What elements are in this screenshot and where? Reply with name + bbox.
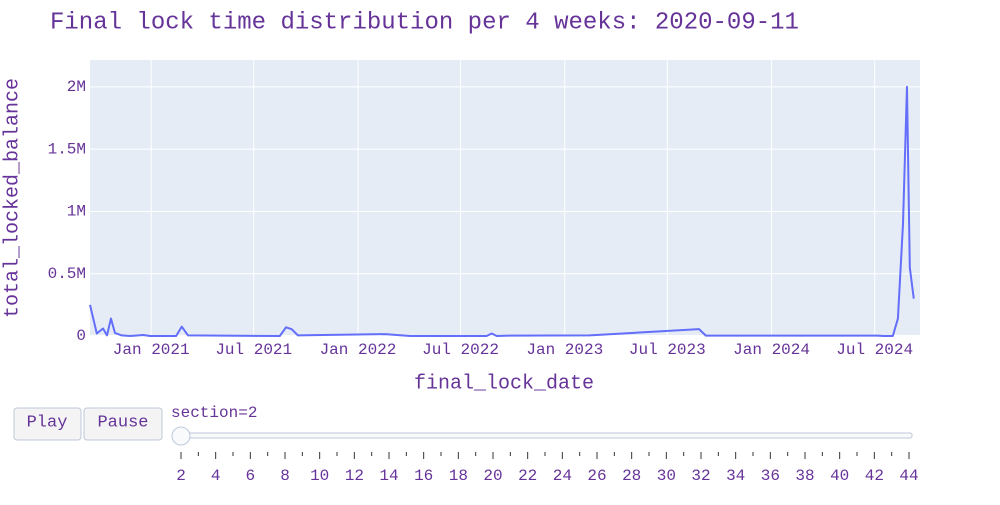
slider-tick-label: 22	[518, 467, 537, 485]
slider-tick-label: 26	[587, 467, 606, 485]
x-tick-label: Jan 2022	[320, 341, 397, 359]
x-tick-label: Jan 2021	[113, 341, 190, 359]
slider-current-value: section=2	[171, 404, 257, 422]
slider-tick-label: 40	[830, 467, 849, 485]
slider-tick-label: 18	[449, 467, 468, 485]
slider-tick-label: 4	[211, 467, 221, 485]
slider-tick-label: 42	[865, 467, 884, 485]
slider-tick-label: 36	[761, 467, 780, 485]
slider-tick-label: 2	[176, 467, 186, 485]
y-tick-label: 1M	[67, 203, 86, 221]
slider-tick-label: 10	[310, 467, 329, 485]
x-tick-label: Jul 2023	[629, 341, 706, 359]
y-tick-label: 0.5M	[48, 265, 86, 283]
x-tick-label: Jul 2024	[836, 341, 913, 359]
slider-tick-label: 30	[657, 467, 676, 485]
plot-area	[90, 60, 920, 336]
slider-tick-label: 6	[246, 467, 256, 485]
slider-tick-label: 28	[622, 467, 641, 485]
slider-tick-label: 44	[899, 467, 918, 485]
pause-label: Pause	[97, 413, 148, 432]
play-label: Play	[27, 413, 68, 432]
slider-tick-label: 16	[414, 467, 433, 485]
y-tick-label: 0	[76, 327, 86, 345]
chart-title: Final lock time distribution per 4 weeks…	[50, 9, 799, 36]
slider-tick-label: 24	[553, 467, 572, 485]
slider-tick-label: 12	[345, 467, 364, 485]
x-tick-label: Jul 2022	[422, 341, 499, 359]
slider-rail[interactable]	[174, 432, 913, 439]
x-tick-label: Jan 2024	[733, 341, 810, 359]
slider-handle[interactable]	[171, 426, 191, 446]
slider-tick-label: 34	[726, 467, 745, 485]
x-axis-title: final_lock_date	[414, 372, 594, 395]
slider-tick-label: 38	[795, 467, 814, 485]
y-tick-label: 1.5M	[48, 140, 86, 158]
x-tick-label: Jul 2021	[215, 341, 292, 359]
data-line	[89, 85, 915, 337]
slider-tick-label: 14	[379, 467, 398, 485]
x-tick-label: Jan 2023	[526, 341, 603, 359]
slider-tick-label: 20	[483, 467, 502, 485]
slider-tick-label: 32	[691, 467, 710, 485]
y-tick-label: 2M	[67, 78, 86, 96]
slider-tick-label: 8	[280, 467, 290, 485]
y-axis-title: total_locked_balance	[1, 78, 24, 318]
pause-button[interactable]	[83, 407, 163, 441]
play-button[interactable]	[13, 407, 82, 441]
